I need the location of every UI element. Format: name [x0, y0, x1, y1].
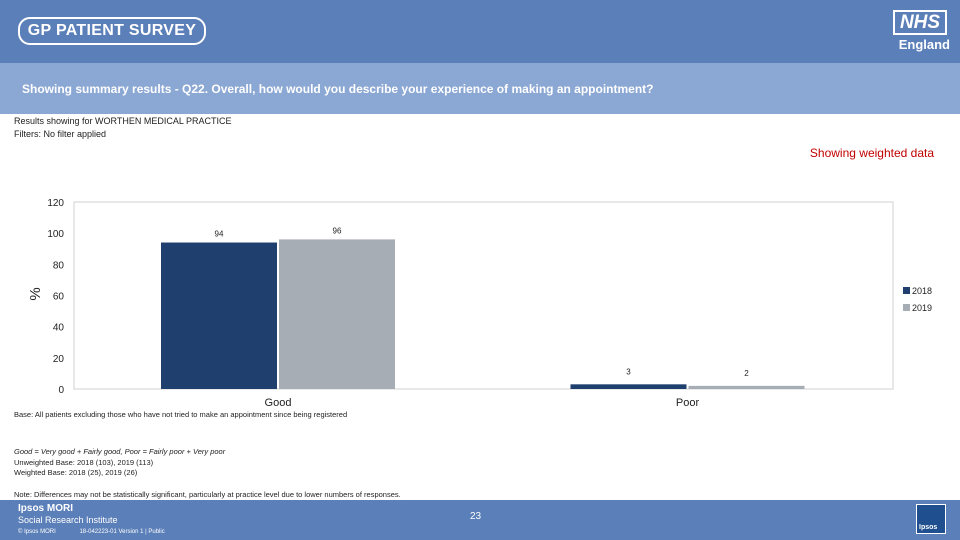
- y-axis-label: %: [27, 287, 44, 300]
- question-title: Showing summary results - Q22. Overall, …: [22, 82, 654, 96]
- bar-2018-poor: [570, 384, 687, 389]
- ipsos-division: Social Research Institute: [18, 515, 118, 525]
- job-reference: 18-042223-01 Version 1 | Public: [79, 529, 165, 535]
- bar-2018-good: [161, 242, 277, 389]
- results-for-practice: Results showing for WORTHEN MEDICAL PRAC…: [14, 116, 232, 126]
- plot-area: [73, 201, 894, 390]
- weighted-data-note: Showing weighted data: [809, 146, 934, 160]
- copyright-text: © Ipsos MORI: [18, 529, 56, 535]
- question-banner: [0, 63, 960, 114]
- bar-2019-poor: [688, 385, 805, 389]
- y-tick-label: 0: [58, 385, 64, 396]
- data-label: 96: [333, 226, 342, 235]
- y-tick-label: 100: [47, 229, 64, 240]
- legend-label: 2019: [912, 303, 932, 313]
- x-tick-label: Poor: [676, 397, 700, 409]
- definitions: Good = Very good + Fairly good, Poor = F…: [14, 447, 225, 479]
- page-number: 23: [470, 511, 482, 522]
- ipsos-logo-text: Ipsos: [919, 524, 938, 531]
- footer-meta: © Ipsos MORI 18-042223-01 Version 1 | Pu…: [18, 529, 165, 535]
- data-label: 3: [626, 367, 631, 376]
- header-bar: GP PATIENT SURVEY NHS England: [0, 0, 960, 63]
- y-tick-label: 80: [53, 260, 65, 271]
- nhs-logo: NHS: [893, 10, 947, 35]
- y-tick-label: 120: [47, 198, 64, 209]
- legend-label: 2018: [912, 286, 932, 296]
- nhs-region-label: England: [898, 37, 950, 52]
- ipsos-mori-name: Ipsos MORI: [18, 503, 74, 514]
- ipsos-logo: Ipsos: [916, 504, 946, 534]
- weighted-base: Weighted Base: 2018 (25), 2019 (26): [14, 468, 138, 477]
- x-tick-label: Good: [265, 397, 292, 409]
- bar-2019-good: [279, 239, 395, 389]
- gp-patient-survey-logo: GP PATIENT SURVEY: [18, 17, 206, 45]
- legend-swatch-2018: [903, 287, 910, 294]
- unweighted-base: Unweighted Base: 2018 (103), 2019 (113): [14, 457, 154, 467]
- y-tick-label: 40: [53, 323, 65, 334]
- definition-good-poor: Good = Very good + Fairly good, Poor = F…: [14, 447, 226, 456]
- filters-applied: Filters: No filter applied: [14, 129, 107, 139]
- y-tick-label: 60: [53, 292, 65, 303]
- bar-chart: 0 20 40 60 80 100 120% 94 96 Good 3 2 Poor 2018 2019: [27, 198, 932, 409]
- data-label: 2: [744, 369, 749, 378]
- legend-swatch-2019: [903, 304, 910, 311]
- footer-bar: [0, 500, 960, 540]
- base-note: Base: All patients excluding those who h…: [14, 410, 348, 419]
- differences-note: Note: Differences may not be statistical…: [14, 490, 401, 499]
- data-label: 94: [215, 230, 224, 239]
- y-tick-label: 20: [53, 354, 65, 365]
